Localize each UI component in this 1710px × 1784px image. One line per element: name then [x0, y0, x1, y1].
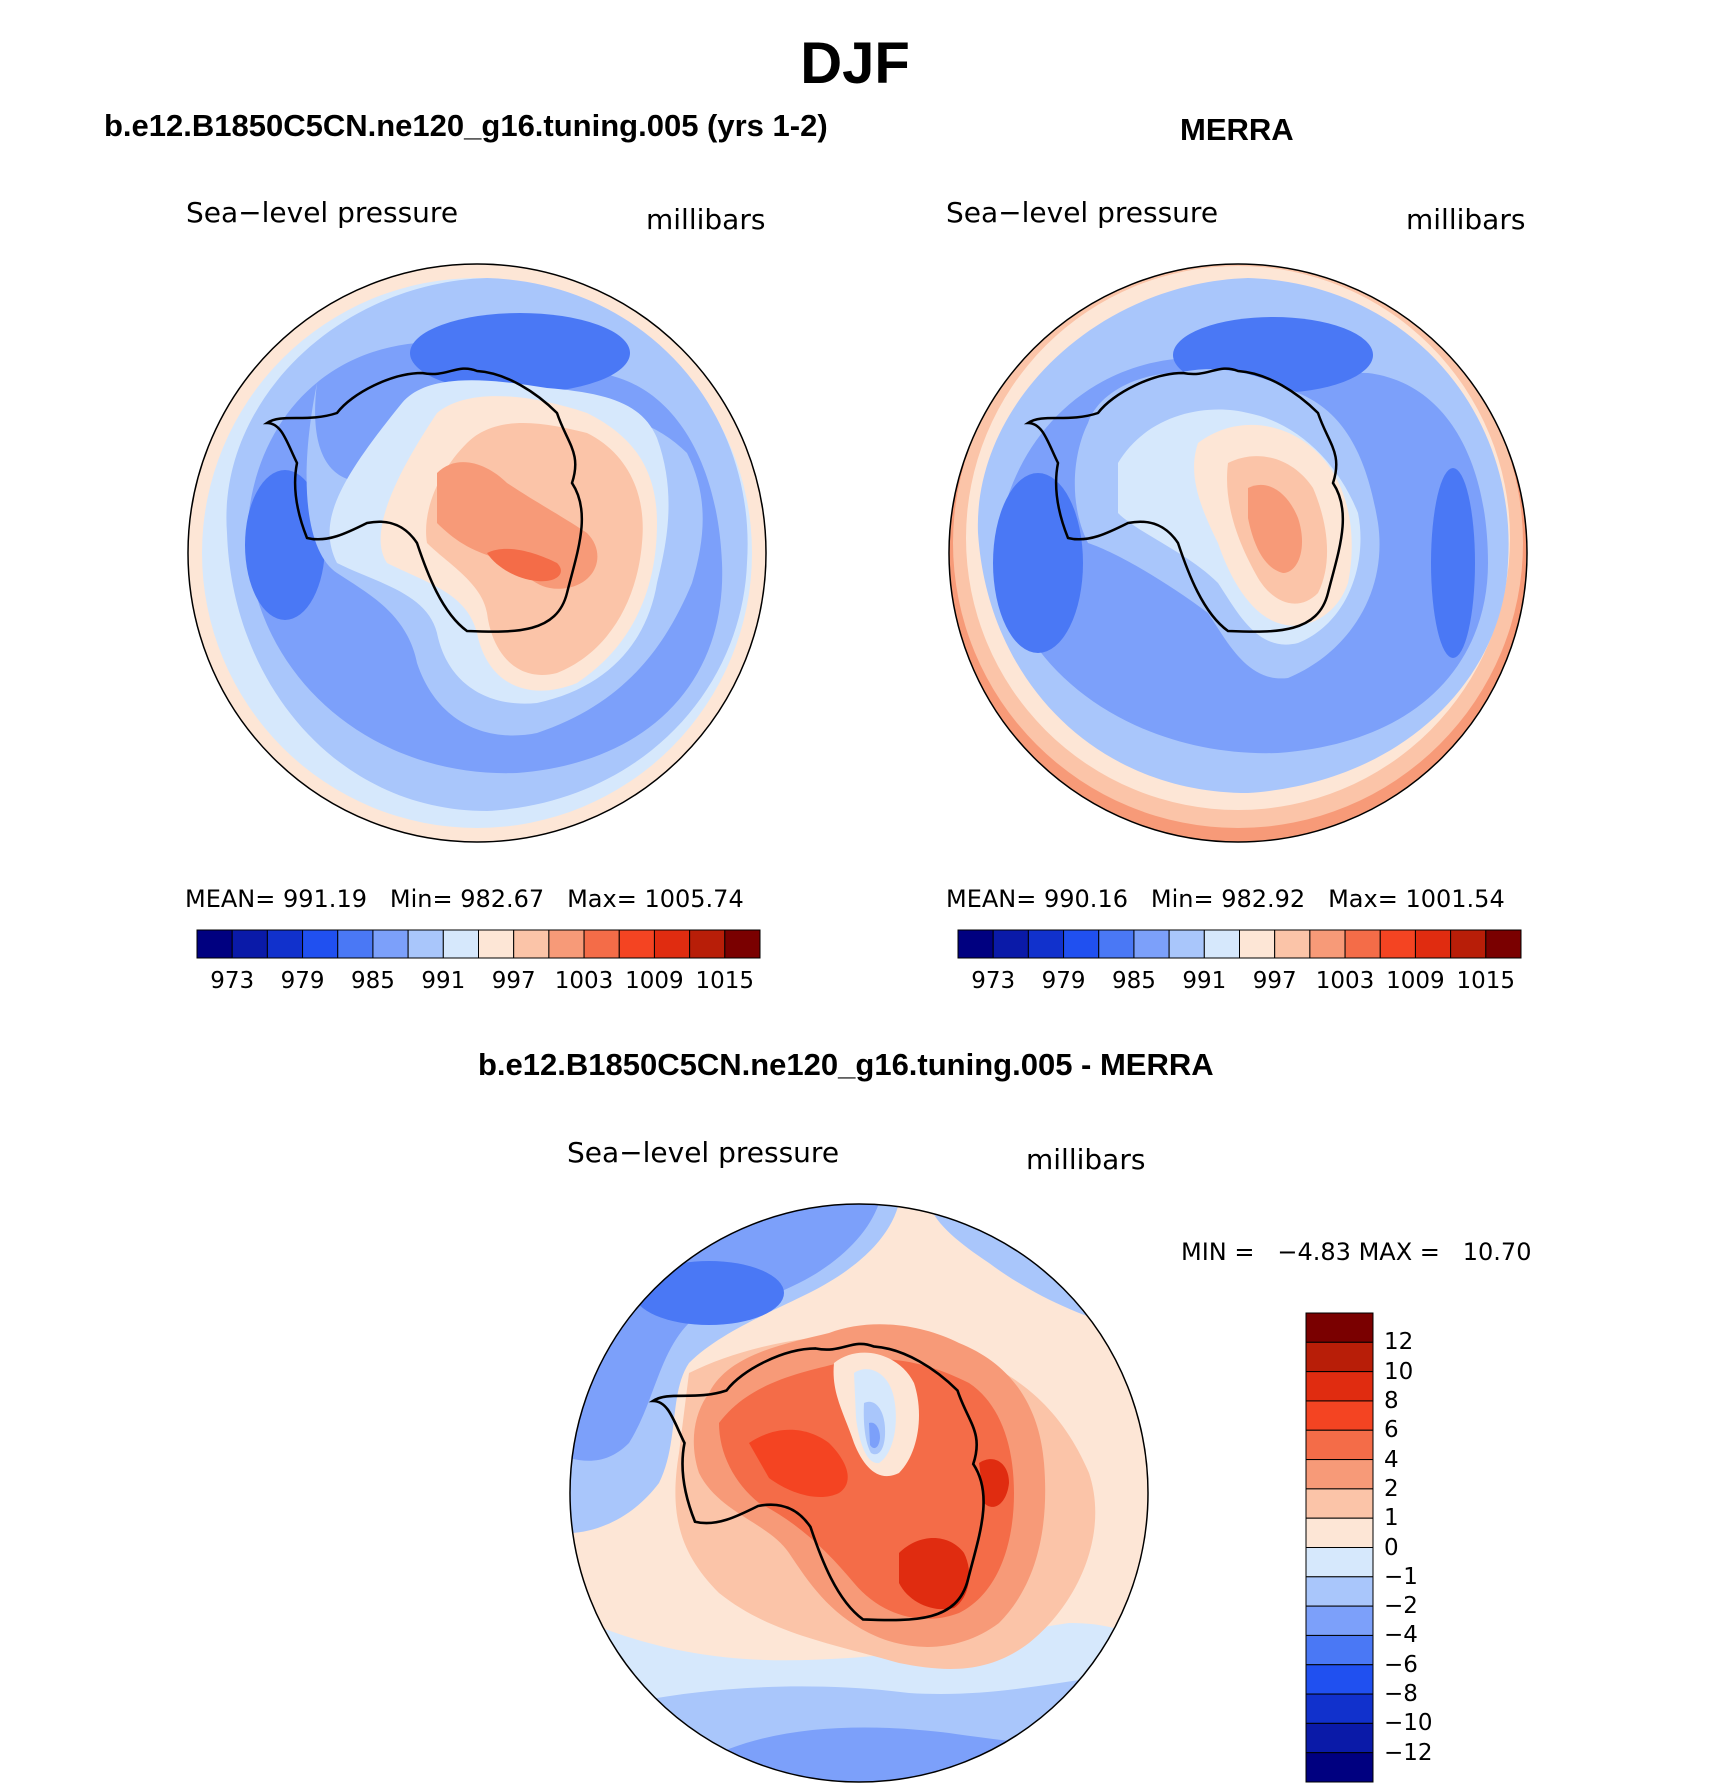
- model-polar-map: [187, 263, 767, 843]
- colorbar-swatch: [1305, 1517, 1374, 1548]
- colorbar-swatch: [724, 929, 761, 959]
- colorbar-swatch: [231, 929, 268, 959]
- colorbar-tick-label: 985: [350, 968, 395, 994]
- colorbar-tick-label: −6: [1384, 1651, 1418, 1678]
- colorbar-tick-label: 1003: [554, 968, 614, 994]
- colorbar-swatch: [1168, 929, 1205, 959]
- colorbar-swatch: [196, 929, 233, 959]
- colorbar-tick-label: 1009: [1386, 968, 1445, 994]
- colorbar-swatch: [1027, 929, 1065, 959]
- colorbar-swatch: [1344, 929, 1381, 959]
- colorbar-swatch: [1063, 929, 1100, 959]
- colorbar-swatch: [1305, 1341, 1374, 1373]
- diff-stats: MIN = −4.83 MAX = 10.70: [1181, 1238, 1532, 1266]
- colorbar-swatch: [372, 929, 409, 959]
- colorbar-tick-label: 1015: [1456, 968, 1516, 994]
- colorbar-swatch: [478, 929, 515, 959]
- colorbar-swatch: [583, 929, 620, 959]
- colorbar-swatch: [442, 929, 479, 959]
- colorbar-tick-label: 12: [1384, 1329, 1414, 1356]
- colorbar-swatch: [689, 929, 726, 959]
- obs-colorbar: [957, 929, 1522, 959]
- colorbar-swatch: [1305, 1664, 1374, 1695]
- model-variable-label: Sea−level pressure: [186, 196, 459, 229]
- colorbar-tick-label: 991: [1182, 968, 1227, 994]
- colorbar-swatch: [1274, 929, 1311, 959]
- colorbar-tick-label: −4: [1384, 1622, 1418, 1649]
- colorbar-swatch: [1305, 1459, 1374, 1490]
- colorbar-swatch: [1485, 929, 1522, 959]
- colorbar-tick-label: 985: [1111, 968, 1156, 994]
- colorbar-swatch: [1305, 1576, 1374, 1607]
- colorbar-tick-label: 4: [1384, 1446, 1399, 1473]
- model-units-label: millibars: [646, 203, 766, 236]
- colorbar-swatch: [1098, 929, 1135, 959]
- obs-panel-title: MERRA: [1180, 112, 1294, 147]
- colorbar-tick-label: 997: [491, 968, 536, 994]
- colorbar-tick-label: −10: [1384, 1710, 1433, 1737]
- colorbar-tick-label: 973: [210, 968, 255, 994]
- colorbar-swatch: [1305, 1371, 1374, 1402]
- colorbar-tick-label: 979: [280, 968, 325, 994]
- diff-panel-title: b.e12.B1850C5CN.ne120_g16.tuning.005 - M…: [478, 1047, 1214, 1082]
- colorbar-swatch: [1305, 1547, 1374, 1578]
- colorbar-swatch: [618, 929, 655, 959]
- colorbar-swatch: [1305, 1605, 1374, 1636]
- colorbar-tick-label: 1: [1384, 1505, 1399, 1532]
- colorbar-swatch: [302, 929, 339, 959]
- colorbar-tick-label: 997: [1252, 968, 1297, 994]
- colorbar-tick-label: 1009: [625, 968, 684, 994]
- model-panel-title: b.e12.B1850C5CN.ne120_g16.tuning.005 (yr…: [104, 108, 828, 143]
- colorbar-swatch: [1414, 929, 1452, 959]
- colorbar-swatch: [407, 929, 444, 959]
- colorbar-tick-label: −12: [1384, 1739, 1433, 1766]
- colorbar-swatch: [1309, 929, 1346, 959]
- colorbar-swatch: [513, 929, 550, 959]
- colorbar-swatch: [1379, 929, 1416, 959]
- diff-variable-label: Sea−level pressure: [567, 1136, 840, 1169]
- colorbar-swatch: [1305, 1488, 1374, 1519]
- diff-polar-map: [569, 1203, 1149, 1783]
- diff-colorbar: [1305, 1312, 1374, 1783]
- figure-title: DJF: [800, 31, 910, 96]
- model-stats: MEAN= 991.19 Min= 982.67 Max= 1005.74: [185, 885, 744, 913]
- obs-polar-map: [948, 263, 1528, 843]
- colorbar-swatch: [992, 929, 1029, 959]
- colorbar-tick-label: 6: [1384, 1417, 1399, 1444]
- obs-variable-label: Sea−level pressure: [946, 196, 1219, 229]
- model-colorbar: [196, 929, 761, 959]
- colorbar-swatch: [1450, 929, 1487, 959]
- colorbar-swatch: [1305, 1634, 1374, 1666]
- diff-units-label: millibars: [1026, 1143, 1146, 1176]
- colorbar-tick-label: 1015: [695, 968, 755, 994]
- colorbar-swatch: [957, 929, 994, 959]
- colorbar-swatch: [548, 929, 585, 959]
- colorbar-tick-label: 1003: [1315, 968, 1375, 994]
- colorbar-swatch: [1305, 1400, 1374, 1431]
- colorbar-swatch: [1305, 1752, 1374, 1783]
- colorbar-swatch: [266, 929, 304, 959]
- colorbar-swatch: [1203, 929, 1240, 959]
- obs-units-label: millibars: [1406, 203, 1526, 236]
- colorbar-tick-label: −8: [1384, 1681, 1418, 1708]
- colorbar-swatch: [653, 929, 691, 959]
- colorbar-tick-label: 8: [1384, 1387, 1399, 1414]
- colorbar-tick-label: −1: [1384, 1563, 1418, 1590]
- colorbar-swatch: [337, 929, 374, 959]
- colorbar-tick-label: 10: [1384, 1358, 1414, 1385]
- colorbar-tick-label: 979: [1041, 968, 1086, 994]
- colorbar-swatch: [1305, 1312, 1374, 1343]
- colorbar-tick-label: 991: [421, 968, 466, 994]
- colorbar-swatch: [1239, 929, 1276, 959]
- colorbar-tick-label: 973: [971, 968, 1016, 994]
- colorbar-swatch: [1305, 1429, 1374, 1461]
- colorbar-tick-label: −2: [1384, 1593, 1418, 1620]
- colorbar-swatch: [1305, 1693, 1374, 1724]
- colorbar-swatch: [1305, 1722, 1374, 1754]
- obs-stats: MEAN= 990.16 Min= 982.92 Max= 1001.54: [946, 885, 1505, 913]
- colorbar-swatch: [1133, 929, 1170, 959]
- colorbar-tick-label: 2: [1384, 1475, 1399, 1502]
- colorbar-tick-label: 0: [1384, 1534, 1399, 1561]
